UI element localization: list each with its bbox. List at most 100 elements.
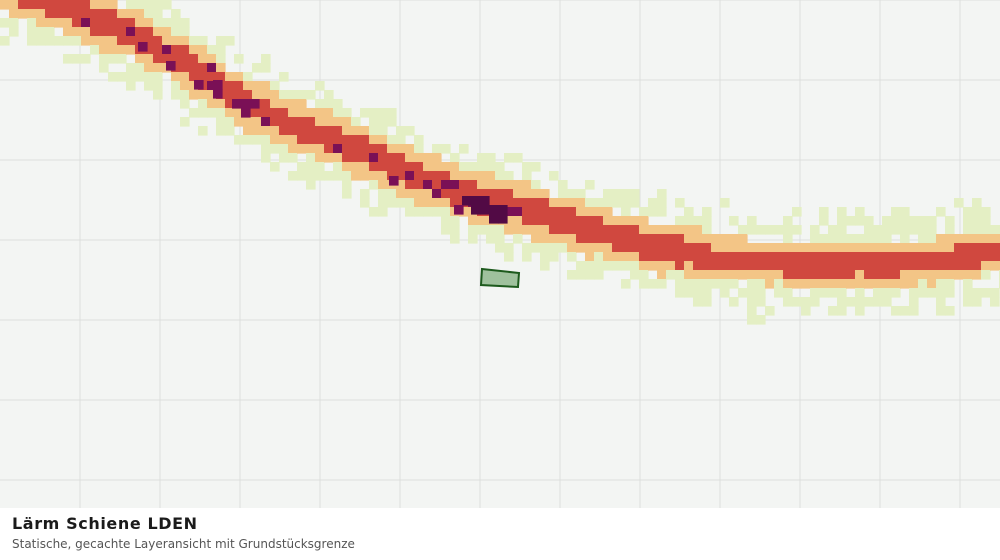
noise-cell-high <box>369 144 379 154</box>
noise-cell-high <box>279 117 289 127</box>
noise-cell-low <box>756 279 766 289</box>
noise-cell-high <box>504 198 514 208</box>
noise-cell-high <box>774 261 784 271</box>
noise-cell-medium <box>117 9 127 19</box>
noise-cell-medium <box>369 135 379 145</box>
noise-cell-medium <box>621 252 631 262</box>
noise-cell-low <box>963 288 973 298</box>
noise-cell-high <box>900 261 910 271</box>
noise-cell-high <box>585 216 595 226</box>
noise-cell-high <box>711 261 721 271</box>
noise-cell-medium <box>630 252 640 262</box>
noise-cell-medium <box>405 144 415 154</box>
noise-cell-low <box>639 270 649 280</box>
noise-cell-very-high <box>194 80 204 90</box>
noise-cell-low <box>108 54 118 64</box>
map-view[interactable] <box>0 0 1000 508</box>
noise-cell-low <box>720 288 730 298</box>
noise-cell-high <box>891 270 901 280</box>
noise-cell-high <box>396 162 406 172</box>
noise-cell-low <box>738 288 748 298</box>
noise-cell-low <box>9 27 19 37</box>
noise-cell-medium <box>594 243 604 253</box>
noise-layer <box>0 0 1000 508</box>
noise-cell-low <box>747 306 757 316</box>
noise-cell-medium <box>720 234 730 244</box>
noise-cell-high <box>648 243 658 253</box>
noise-cell-low <box>918 225 928 235</box>
noise-cell-medium <box>738 270 748 280</box>
noise-cell-high <box>612 243 622 253</box>
noise-cell-medium <box>189 90 199 100</box>
noise-cell-medium <box>909 270 919 280</box>
noise-cell-medium <box>198 54 208 64</box>
noise-cell-low <box>945 288 955 298</box>
noise-cell-low <box>495 225 505 235</box>
noise-cell-low <box>837 234 847 244</box>
noise-cell-low <box>666 270 676 280</box>
noise-cell-medium <box>342 126 352 136</box>
noise-cell-high <box>360 135 370 145</box>
noise-cell-medium <box>765 270 775 280</box>
noise-cell-low <box>585 180 595 190</box>
noise-cell-medium <box>666 225 676 235</box>
noise-cell-medium <box>756 243 766 253</box>
parcel-boundary[interactable] <box>479 267 521 289</box>
noise-cell-medium <box>333 153 343 163</box>
noise-cell-medium <box>738 243 748 253</box>
noise-cell-low <box>648 198 658 208</box>
noise-cell-low <box>900 306 910 316</box>
noise-cell-high <box>990 243 1000 253</box>
noise-cell-very-high <box>369 153 379 163</box>
noise-cell-low <box>729 297 739 307</box>
noise-cell-high <box>378 153 388 163</box>
noise-cell-low <box>531 162 541 172</box>
noise-cell-medium <box>792 279 802 289</box>
noise-cell-high <box>216 72 226 82</box>
noise-cell-medium <box>270 90 280 100</box>
noise-cell-low <box>747 288 757 298</box>
noise-cell-low <box>828 288 838 298</box>
noise-cell-low <box>927 288 937 298</box>
noise-cell-high <box>153 45 163 55</box>
noise-cell-high <box>270 117 280 127</box>
noise-cell-extreme <box>498 205 508 215</box>
noise-cell-high <box>333 126 343 136</box>
noise-cell-low <box>603 189 613 199</box>
noise-cell-medium <box>576 207 586 217</box>
noise-cell-low <box>819 207 829 217</box>
noise-cell-high <box>954 261 964 271</box>
noise-cell-high <box>783 252 793 262</box>
noise-cell-low <box>72 54 82 64</box>
noise-cell-medium <box>810 279 820 289</box>
noise-cell-low <box>180 27 190 37</box>
noise-cell-medium <box>81 36 91 46</box>
noise-cell-high <box>621 243 631 253</box>
noise-cell-low <box>684 216 694 226</box>
noise-cell-high <box>891 261 901 271</box>
noise-cell-low <box>252 63 262 73</box>
noise-cell-medium <box>909 243 919 253</box>
noise-cell-medium <box>432 153 442 163</box>
noise-cell-high <box>945 252 955 262</box>
noise-cell-high <box>783 261 793 271</box>
noise-cell-high <box>630 234 640 244</box>
noise-cell-high <box>513 198 523 208</box>
noise-cell-high <box>45 0 55 10</box>
noise-cell-low <box>288 153 298 163</box>
noise-cell-high <box>585 234 595 244</box>
noise-cell-medium <box>27 9 37 19</box>
noise-cell-low <box>837 207 847 217</box>
noise-cell-very-high <box>450 180 460 190</box>
noise-cell-low <box>576 270 586 280</box>
noise-cell-low <box>594 252 604 262</box>
noise-cell-high <box>675 234 685 244</box>
noise-cell-low <box>144 72 154 82</box>
noise-cell-high <box>90 27 100 37</box>
noise-cell-high <box>981 243 991 253</box>
noise-cell-high <box>846 261 856 271</box>
noise-cell-medium <box>639 225 649 235</box>
noise-cell-low <box>261 63 271 73</box>
noise-cell-very-high <box>504 207 514 217</box>
noise-cell-medium <box>63 27 73 37</box>
